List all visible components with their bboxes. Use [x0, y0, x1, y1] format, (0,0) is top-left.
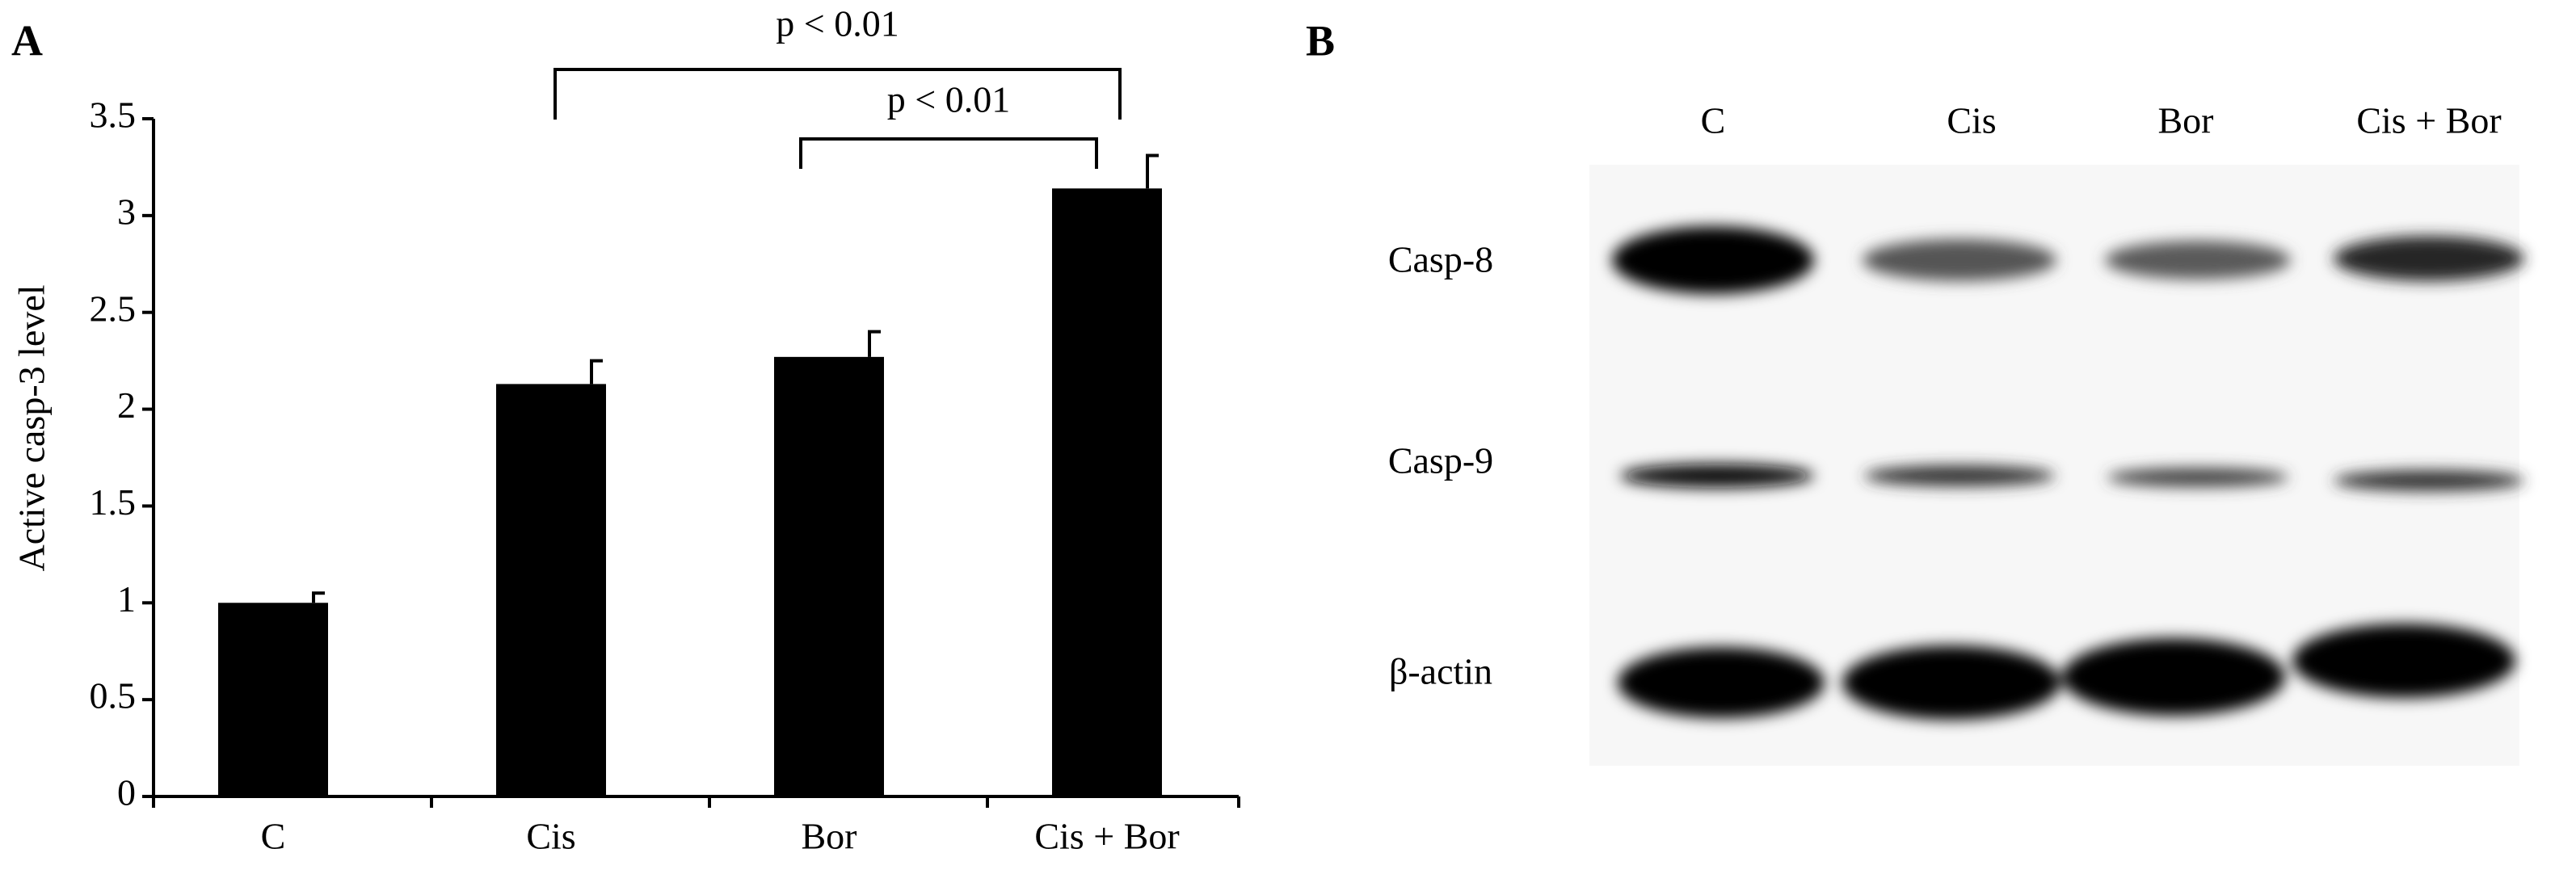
- lane-label: Cis + Bor: [2356, 100, 2501, 141]
- y-tick-label: 0: [117, 772, 136, 813]
- band: [1864, 465, 2055, 486]
- bar: [1052, 188, 1162, 797]
- panel-label: B: [1306, 16, 1335, 65]
- band: [1612, 226, 1814, 294]
- band: [2334, 470, 2524, 491]
- y-tick-label: 1.5: [90, 481, 137, 523]
- y-tick-label: 3: [117, 191, 136, 232]
- bar: [496, 384, 606, 796]
- y-tick-label: 1: [117, 578, 136, 620]
- band: [1618, 647, 1825, 718]
- y-tick-label: 2.5: [90, 288, 137, 329]
- bar: [774, 356, 884, 796]
- significance-label: p < 0.01: [887, 79, 1010, 120]
- band: [2105, 241, 2291, 279]
- error-bar: [1146, 153, 1159, 189]
- significance-bracket: [799, 137, 1098, 169]
- band: [1863, 239, 2056, 281]
- error-bar: [868, 330, 881, 357]
- x-tick-label: Bor: [802, 816, 857, 857]
- lane-label: Cis: [1947, 100, 1996, 141]
- y-axis-label: Active casp-3 level: [11, 284, 53, 571]
- significance-bracket: [554, 68, 1122, 120]
- band: [2107, 468, 2288, 487]
- x-tick-label: Cis + Bor: [1034, 816, 1179, 857]
- bar: [218, 603, 328, 796]
- panel-label: A: [11, 16, 43, 65]
- row-label: Casp-9: [1388, 440, 1493, 481]
- row-label: β-actin: [1389, 651, 1492, 692]
- error-bar: [590, 359, 603, 384]
- band: [2334, 236, 2524, 281]
- lane-label: C: [1701, 100, 1726, 141]
- blot-image: [1589, 165, 2524, 766]
- row-label: Casp-8: [1388, 239, 1493, 280]
- band: [2062, 638, 2285, 716]
- significance-label: p < 0.01: [776, 3, 899, 44]
- error-bar: [312, 591, 325, 603]
- lane-label: Bor: [2158, 100, 2214, 141]
- y-tick-label: 2: [117, 384, 136, 426]
- band: [1842, 645, 2060, 720]
- x-tick-label: C: [261, 816, 286, 857]
- band: [2292, 624, 2515, 698]
- y-tick-label: 0.5: [90, 675, 137, 716]
- band: [1620, 464, 1814, 488]
- x-tick-label: Cis: [526, 816, 575, 857]
- y-tick-label: 3.5: [90, 95, 137, 136]
